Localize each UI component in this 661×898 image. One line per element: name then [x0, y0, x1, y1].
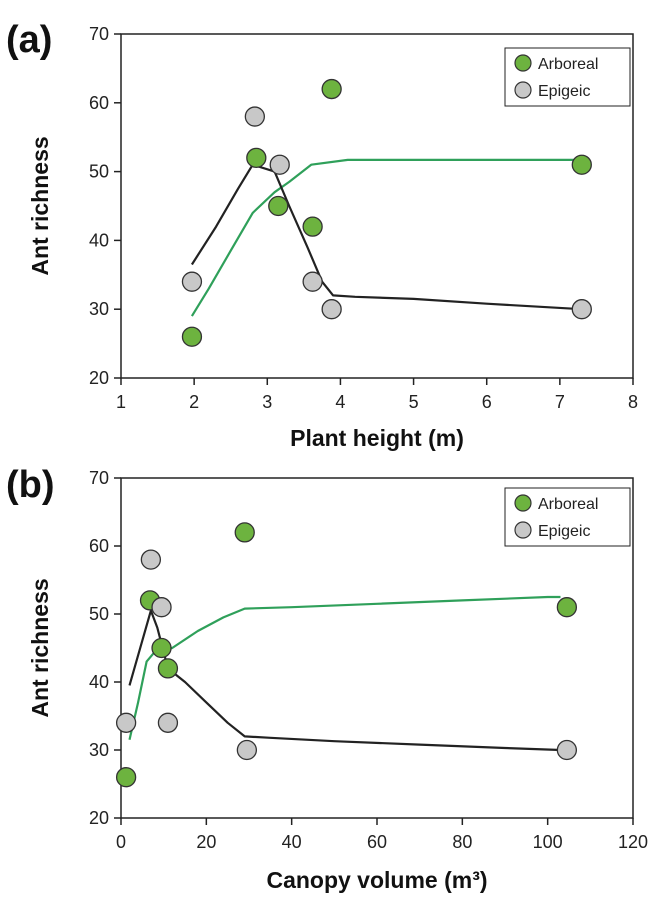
- data-point-epigeic: [571, 299, 592, 320]
- x-tick-label: 80: [452, 832, 472, 852]
- x-tick-label: 20: [196, 832, 216, 852]
- fit-line-arboreal: [128, 595, 561, 741]
- x-tick-label: 100: [533, 832, 563, 852]
- x-tick-label: 60: [367, 832, 387, 852]
- chart-panel-2: (b) 0 20 40 60 80 100 120 20 30 40 50 60 70 Canopy vol…: [6, 464, 648, 893]
- y-tick-label: 70: [89, 468, 109, 488]
- data-point-epigeic: [269, 154, 290, 175]
- data-point-arboreal: [246, 147, 267, 168]
- x-tick-label: 8: [628, 392, 638, 412]
- fit-line-arboreal: [190, 158, 582, 317]
- x-tick-label: 120: [618, 832, 648, 852]
- chart-panel-1: (a) 1 2 3 4 5 6 7 8 20 30 40 50 60 70 Plant height (m) A…: [6, 19, 638, 451]
- legend-marker-epigeic: [514, 521, 532, 539]
- data-point-arboreal: [157, 658, 179, 679]
- data-point-epigeic: [140, 549, 162, 570]
- x-tick-label: 1: [116, 392, 126, 412]
- x-tick-label: 6: [482, 392, 492, 412]
- y-tick-label: 30: [89, 299, 109, 319]
- legend-label-epigeic: Epigeic: [538, 83, 590, 100]
- data-point-epigeic: [302, 271, 323, 292]
- data-point-epigeic: [236, 739, 258, 761]
- y-tick-label: 40: [89, 672, 109, 692]
- legend-label-epigeic: Epigeic: [538, 523, 590, 540]
- data-point-epigeic: [556, 739, 578, 761]
- y-tick-label: 20: [89, 808, 109, 828]
- x-tick-label: 0: [116, 832, 126, 852]
- y-tick-label: 50: [89, 604, 109, 624]
- y-axis-label: Ant richness: [27, 578, 53, 717]
- y-tick-label: 50: [89, 162, 109, 182]
- panel-label: (a): [6, 19, 52, 61]
- data-point-epigeic: [157, 712, 179, 733]
- data-point-arboreal: [234, 522, 255, 543]
- x-tick-label: 5: [409, 392, 419, 412]
- x-tick-label: 4: [335, 392, 345, 412]
- data-point-arboreal: [556, 597, 578, 618]
- data-point-arboreal: [321, 78, 342, 100]
- plot-frame: [120, 33, 634, 379]
- legend-label-arboreal: Arboreal: [538, 56, 598, 73]
- y-axis-label: Ant richness: [27, 136, 53, 275]
- data-point-epigeic: [321, 299, 342, 320]
- legend-marker-arboreal: [514, 54, 532, 72]
- legend-marker-arboreal: [514, 494, 532, 512]
- y-tick-label: 60: [89, 93, 109, 113]
- y-tick-label: 60: [89, 536, 109, 556]
- x-tick-label: 7: [555, 392, 565, 412]
- data-point-epigeic: [151, 597, 172, 618]
- data-point-arboreal: [571, 154, 592, 175]
- y-tick-label: 30: [89, 740, 109, 760]
- y-tick-label: 70: [89, 24, 109, 44]
- data-point-arboreal: [151, 637, 172, 659]
- data-point-arboreal: [181, 326, 203, 347]
- data-point-epigeic: [244, 106, 266, 127]
- panel-label: (b): [6, 464, 55, 506]
- data-point-epigeic: [115, 712, 137, 733]
- y-tick-label: 20: [89, 368, 109, 388]
- x-tick-label: 3: [262, 392, 272, 412]
- fit-line-epigeic: [128, 609, 561, 752]
- x-axis-label: Canopy volume (m³): [266, 867, 487, 893]
- y-tick-label: 40: [89, 230, 109, 250]
- data-point-arboreal: [302, 216, 323, 237]
- x-tick-label: 2: [189, 392, 199, 412]
- data-point-arboreal: [115, 767, 137, 788]
- legend-marker-epigeic: [514, 81, 532, 99]
- legend-label-arboreal: Arboreal: [538, 496, 598, 513]
- data-point-epigeic: [181, 271, 203, 292]
- data-point-arboreal: [268, 195, 289, 217]
- x-axis-label: Plant height (m): [290, 425, 464, 451]
- x-tick-label: 40: [282, 832, 302, 852]
- fit-line-epigeic: [190, 163, 582, 311]
